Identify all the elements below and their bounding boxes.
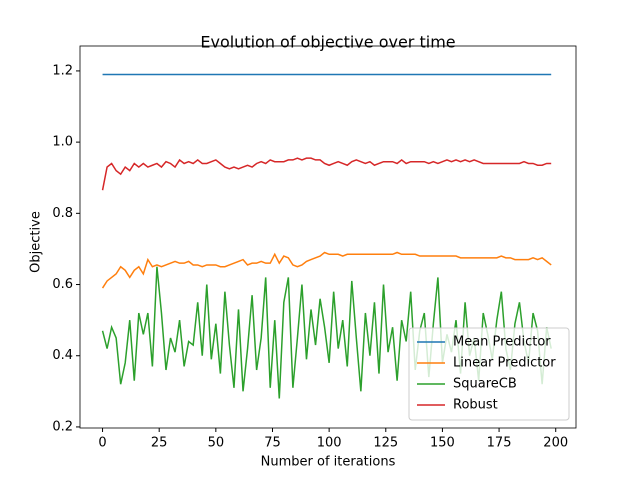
axes-frame: [79, 45, 577, 429]
chart-title: Evolution of objective over time: [200, 33, 455, 52]
x-tick-label: 150: [430, 436, 455, 451]
y-tick-label: 0.6: [52, 277, 73, 292]
y-tick-label: 1.2: [52, 63, 73, 78]
y-tick-label: 0.4: [52, 348, 73, 363]
x-tick-label: 25: [151, 436, 168, 451]
legend-label: Linear Predictor: [453, 356, 556, 371]
x-tick-label: 125: [373, 436, 398, 451]
x-tick-label: 0: [98, 436, 106, 451]
series-line: [101, 157, 552, 191]
legend-label: Robust: [453, 398, 498, 413]
x-tick-label: 50: [208, 436, 225, 451]
x-tick-label: 75: [264, 436, 281, 451]
y-tick-label: 1.0: [52, 135, 73, 150]
legend-box: [408, 327, 570, 421]
x-tick-label: 175: [487, 436, 512, 451]
y-tick-label: 0.2: [52, 419, 73, 434]
series-line: [101, 251, 552, 289]
legend-label: Mean Predictor: [453, 335, 551, 350]
legend-label: SquareCB: [453, 377, 517, 392]
x-tick-label: 200: [543, 436, 568, 451]
x-axis-label: Number of iterations: [261, 455, 396, 470]
y-tick-label: 0.8: [52, 206, 73, 221]
x-tick-label: 100: [317, 436, 342, 451]
y-axis-label: Objective: [29, 211, 44, 273]
